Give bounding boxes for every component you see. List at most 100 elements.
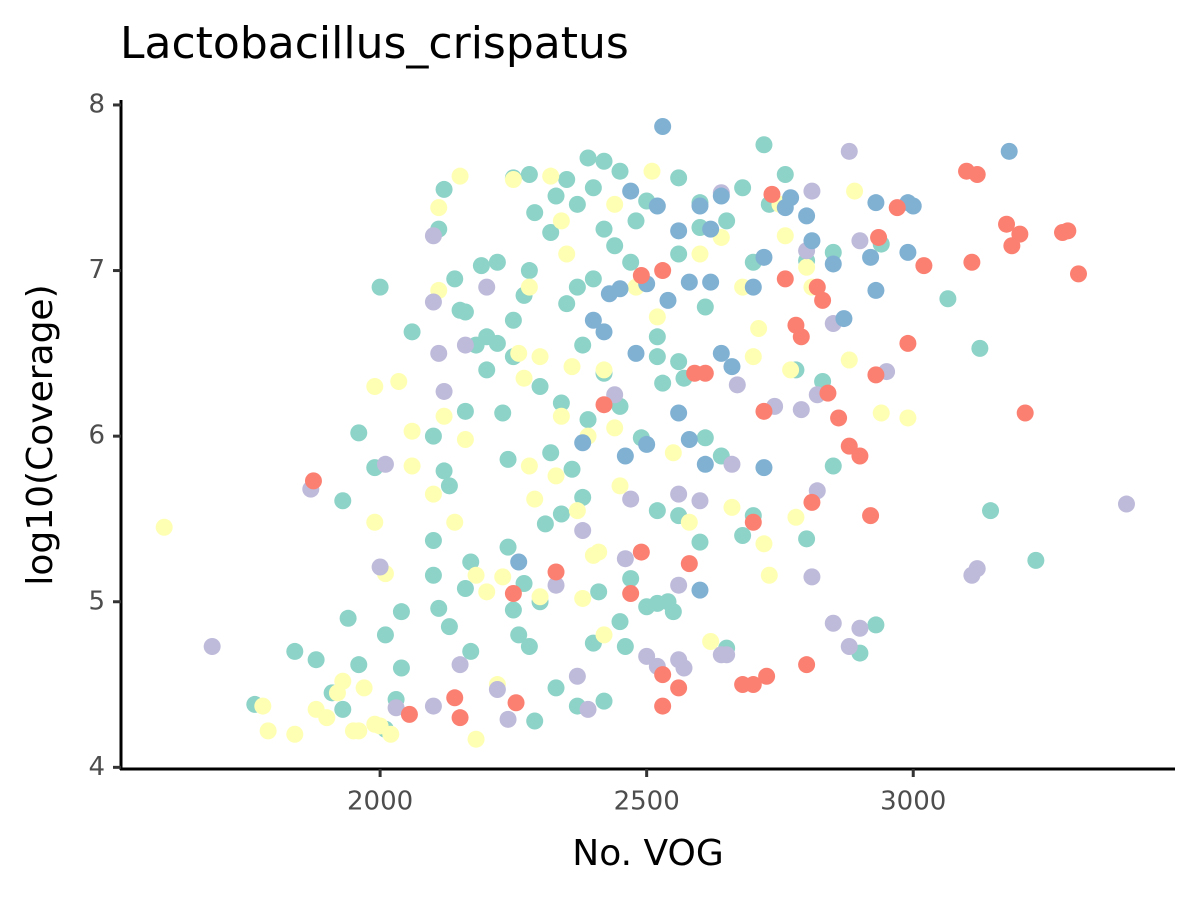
point — [867, 366, 885, 384]
point — [350, 722, 368, 740]
point — [963, 253, 981, 271]
point — [670, 245, 688, 263]
point — [654, 262, 672, 280]
point — [643, 162, 661, 180]
point — [632, 543, 650, 561]
point — [456, 430, 474, 448]
point — [515, 369, 533, 387]
point — [824, 457, 842, 475]
point — [504, 601, 522, 619]
point — [670, 679, 688, 697]
point — [568, 667, 586, 685]
point — [904, 197, 922, 215]
point — [366, 513, 384, 531]
point — [712, 344, 730, 362]
point — [520, 457, 538, 475]
point — [574, 522, 592, 540]
point — [622, 490, 640, 508]
point — [755, 402, 773, 420]
point — [840, 637, 858, 655]
point — [606, 419, 624, 437]
point — [638, 435, 656, 453]
point — [830, 409, 848, 427]
point — [758, 667, 776, 685]
point — [899, 334, 917, 352]
y-tick-label: 5 — [88, 586, 105, 616]
point — [680, 555, 698, 573]
point — [472, 257, 490, 275]
point — [862, 248, 880, 266]
point — [659, 291, 677, 309]
point — [563, 358, 581, 376]
point — [558, 295, 576, 313]
point — [462, 553, 480, 571]
point — [734, 179, 752, 197]
point — [531, 348, 549, 366]
point — [563, 460, 581, 478]
point — [390, 373, 408, 391]
point — [691, 533, 709, 551]
point — [611, 162, 629, 180]
point — [622, 253, 640, 271]
point — [424, 293, 442, 311]
point — [982, 502, 1000, 520]
point — [547, 576, 565, 594]
point — [680, 273, 698, 291]
point — [755, 535, 773, 553]
point — [824, 614, 842, 632]
point — [579, 411, 597, 429]
point — [430, 199, 448, 217]
point — [600, 285, 618, 303]
point — [787, 508, 805, 526]
point — [691, 245, 709, 263]
point — [552, 212, 570, 230]
point — [392, 603, 410, 621]
point — [595, 323, 613, 341]
point — [558, 245, 576, 263]
point — [870, 228, 888, 246]
point — [446, 689, 464, 707]
point — [622, 570, 640, 588]
point — [998, 215, 1016, 233]
point — [499, 538, 517, 556]
point — [499, 710, 517, 728]
point — [467, 730, 485, 748]
point — [526, 490, 544, 508]
point — [899, 409, 917, 427]
point — [254, 697, 272, 715]
point — [387, 699, 405, 717]
point — [728, 376, 746, 394]
point — [670, 169, 688, 187]
point — [446, 270, 464, 288]
point — [755, 136, 773, 154]
point — [507, 694, 525, 712]
point — [520, 262, 538, 280]
point — [339, 609, 357, 627]
point — [606, 237, 624, 255]
point — [808, 278, 826, 296]
point — [488, 681, 506, 699]
point — [798, 207, 816, 225]
point — [259, 722, 277, 740]
point — [840, 437, 858, 455]
point — [664, 444, 682, 462]
point — [531, 377, 549, 395]
point — [574, 336, 592, 354]
point — [155, 518, 173, 536]
point — [616, 447, 634, 465]
point — [648, 197, 666, 215]
point — [664, 603, 682, 621]
point — [680, 513, 698, 531]
point — [648, 328, 666, 346]
point — [702, 220, 720, 238]
point — [776, 270, 794, 288]
point — [867, 281, 885, 299]
point — [574, 589, 592, 607]
point — [510, 626, 528, 644]
y-tick-label: 8 — [88, 89, 105, 119]
point — [531, 588, 549, 606]
point — [456, 580, 474, 598]
y-tick-label: 7 — [88, 255, 105, 285]
point — [467, 566, 485, 584]
point — [334, 492, 352, 510]
